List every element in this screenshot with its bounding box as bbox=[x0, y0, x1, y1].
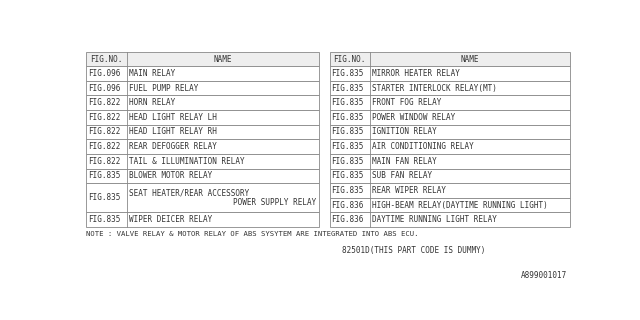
Text: FIG.835: FIG.835 bbox=[331, 171, 364, 180]
Text: FIG.835: FIG.835 bbox=[331, 98, 364, 107]
Text: SUB FAN RELAY: SUB FAN RELAY bbox=[372, 171, 432, 180]
Text: REAR WIPER RELAY: REAR WIPER RELAY bbox=[372, 186, 446, 195]
Text: FIG.835: FIG.835 bbox=[331, 69, 364, 78]
Text: FIG.835: FIG.835 bbox=[88, 171, 120, 180]
Bar bbox=[86, 81, 319, 95]
Bar bbox=[330, 212, 570, 227]
Text: FIG.835: FIG.835 bbox=[331, 157, 364, 166]
Text: MIRROR HEATER RELAY: MIRROR HEATER RELAY bbox=[372, 69, 460, 78]
Text: HIGH-BEAM RELAY(DAYTIME RUNNING LIGHT): HIGH-BEAM RELAY(DAYTIME RUNNING LIGHT) bbox=[372, 201, 548, 210]
Bar bbox=[86, 183, 319, 212]
Bar bbox=[330, 110, 570, 124]
Text: HEAD LIGHT RELAY RH: HEAD LIGHT RELAY RH bbox=[129, 127, 217, 136]
Text: FIG.NO.: FIG.NO. bbox=[333, 55, 366, 64]
Bar bbox=[86, 66, 319, 81]
Text: FIG.822: FIG.822 bbox=[88, 113, 120, 122]
Text: MAIN RELAY: MAIN RELAY bbox=[129, 69, 175, 78]
Text: FIG.NO.: FIG.NO. bbox=[90, 55, 122, 64]
Bar bbox=[330, 124, 570, 139]
Bar bbox=[86, 124, 319, 139]
Text: REAR DEFOGGER RELAY: REAR DEFOGGER RELAY bbox=[129, 142, 217, 151]
Text: SEAT HEATER/REAR ACCESSORY: SEAT HEATER/REAR ACCESSORY bbox=[129, 189, 249, 198]
Bar bbox=[330, 66, 570, 81]
Text: FIG.835: FIG.835 bbox=[331, 84, 364, 92]
Text: HEAD LIGHT RELAY LH: HEAD LIGHT RELAY LH bbox=[129, 113, 217, 122]
Bar bbox=[330, 154, 570, 169]
Bar bbox=[330, 81, 570, 95]
Bar bbox=[86, 154, 319, 169]
Text: FIG.835: FIG.835 bbox=[88, 193, 120, 202]
Bar bbox=[330, 139, 570, 154]
Text: FIG.836: FIG.836 bbox=[331, 215, 364, 224]
Bar bbox=[86, 139, 319, 154]
Text: FIG.835: FIG.835 bbox=[331, 142, 364, 151]
Text: IGNITION RELAY: IGNITION RELAY bbox=[372, 127, 437, 136]
Text: NAME: NAME bbox=[461, 55, 479, 64]
Text: FIG.836: FIG.836 bbox=[331, 201, 364, 210]
Text: FIG.096: FIG.096 bbox=[88, 69, 120, 78]
Text: FIG.822: FIG.822 bbox=[88, 127, 120, 136]
Text: AIR CONDITIONING RELAY: AIR CONDITIONING RELAY bbox=[372, 142, 474, 151]
Bar bbox=[330, 198, 570, 212]
Text: FIG.835: FIG.835 bbox=[88, 215, 120, 224]
Bar bbox=[330, 169, 570, 183]
Text: NAME: NAME bbox=[213, 55, 232, 64]
Text: FIG.822: FIG.822 bbox=[88, 157, 120, 166]
Text: HORN RELAY: HORN RELAY bbox=[129, 98, 175, 107]
Bar bbox=[86, 95, 319, 110]
Text: NOTE : VALVE RELAY & MOTOR RELAY OF ABS SYSYTEM ARE INTEGRATED INTO ABS ECU.: NOTE : VALVE RELAY & MOTOR RELAY OF ABS … bbox=[86, 231, 419, 237]
Text: MAIN FAN RELAY: MAIN FAN RELAY bbox=[372, 157, 437, 166]
Text: DAYTIME RUNNING LIGHT RELAY: DAYTIME RUNNING LIGHT RELAY bbox=[372, 215, 497, 224]
Bar bbox=[330, 95, 570, 110]
Bar bbox=[86, 52, 319, 66]
Text: BLOWER MOTOR RELAY: BLOWER MOTOR RELAY bbox=[129, 171, 212, 180]
Text: TAIL & ILLUMINATION RELAY: TAIL & ILLUMINATION RELAY bbox=[129, 157, 244, 166]
Text: A899001017: A899001017 bbox=[520, 271, 566, 280]
Text: FIG.835: FIG.835 bbox=[331, 186, 364, 195]
Bar bbox=[86, 110, 319, 124]
Text: FRONT FOG RELAY: FRONT FOG RELAY bbox=[372, 98, 442, 107]
Bar bbox=[330, 183, 570, 198]
Text: 82501D(THIS PART CODE IS DUMMY): 82501D(THIS PART CODE IS DUMMY) bbox=[342, 246, 485, 255]
Text: STARTER INTERLOCK RELAY(MT): STARTER INTERLOCK RELAY(MT) bbox=[372, 84, 497, 92]
Text: FUEL PUMP RELAY: FUEL PUMP RELAY bbox=[129, 84, 198, 92]
Text: FIG.096: FIG.096 bbox=[88, 84, 120, 92]
Text: FIG.835: FIG.835 bbox=[331, 127, 364, 136]
Text: POWER WINDOW RELAY: POWER WINDOW RELAY bbox=[372, 113, 456, 122]
Bar bbox=[86, 212, 319, 227]
Bar bbox=[86, 169, 319, 183]
Text: WIPER DEICER RELAY: WIPER DEICER RELAY bbox=[129, 215, 212, 224]
Text: POWER SUPPLY RELAY: POWER SUPPLY RELAY bbox=[233, 198, 316, 207]
Bar bbox=[330, 52, 570, 66]
Text: FIG.835: FIG.835 bbox=[331, 113, 364, 122]
Text: FIG.822: FIG.822 bbox=[88, 142, 120, 151]
Text: FIG.822: FIG.822 bbox=[88, 98, 120, 107]
